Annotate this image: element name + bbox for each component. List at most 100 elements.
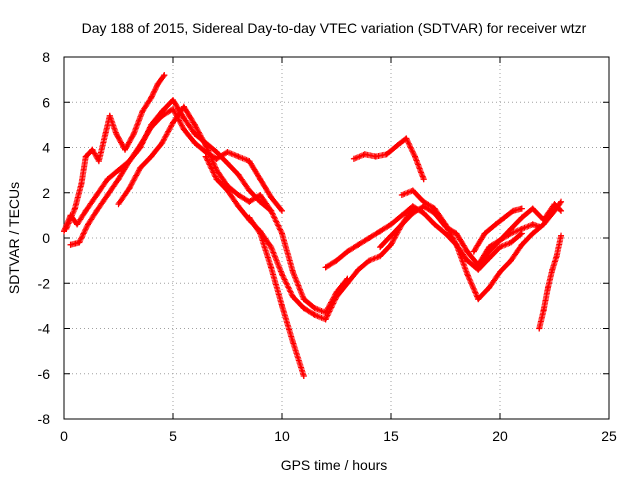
- data-point: [113, 130, 120, 137]
- data-point: [549, 266, 556, 273]
- data-point: [130, 130, 137, 137]
- data-point: [536, 223, 543, 230]
- data-point: [115, 167, 122, 174]
- y-tick-label: -8: [38, 411, 51, 427]
- data-point: [257, 176, 264, 183]
- x-tick-label: 5: [169, 428, 177, 444]
- series-track-5: [202, 153, 416, 323]
- data-point: [115, 201, 122, 208]
- data-point: [536, 325, 543, 332]
- data-point: [213, 176, 220, 183]
- chart-title: Day 188 of 2015, Sidereal Day-to-day VTE…: [82, 20, 587, 36]
- data-point: [126, 185, 133, 192]
- data-point: [279, 302, 285, 309]
- data-point: [409, 187, 416, 194]
- data-point: [361, 151, 368, 158]
- data-point: [246, 158, 253, 165]
- data-point: [344, 280, 351, 287]
- data-point: [84, 221, 91, 228]
- data-point: [300, 296, 307, 303]
- data-point: [191, 121, 198, 128]
- y-tick-label: -2: [38, 275, 51, 291]
- data-point: [544, 284, 551, 291]
- data-point: [558, 232, 565, 239]
- data-point: [394, 142, 401, 149]
- data-point: [115, 176, 122, 183]
- data-point: [311, 311, 318, 318]
- data-point: [355, 241, 362, 248]
- data-point: [106, 112, 113, 119]
- series-track-12: [475, 221, 543, 269]
- data-point: [235, 192, 242, 199]
- data-point: [213, 149, 220, 156]
- data-point: [224, 187, 231, 194]
- series-track-11: [470, 205, 525, 255]
- data-point: [300, 305, 307, 312]
- data-point: [102, 130, 109, 137]
- y-tick-label: -6: [38, 366, 51, 382]
- data-point: [529, 205, 536, 212]
- y-axis-title: SDTVAR / TECUs: [6, 182, 22, 294]
- data-point: [137, 142, 144, 149]
- data-point: [442, 223, 449, 230]
- series-track-6: [246, 214, 307, 380]
- x-axis-title: GPS time / hours: [281, 457, 388, 473]
- data-point: [486, 255, 493, 262]
- data-point: [350, 155, 357, 162]
- data-point: [377, 228, 384, 235]
- y-tick-label: 4: [42, 140, 50, 156]
- data-point: [191, 139, 198, 146]
- data-point: [333, 257, 340, 264]
- data-point: [76, 239, 83, 246]
- data-point: [507, 239, 514, 246]
- data-point: [104, 176, 111, 183]
- data-point: [388, 232, 394, 239]
- axis-ticks: 0 5 10 15 20 25 -8 -6 -4 -2 0 2 4 6 8: [38, 49, 617, 444]
- data-point: [453, 241, 460, 248]
- data-point: [95, 158, 102, 165]
- data-point: [257, 192, 264, 199]
- data-point: [170, 106, 176, 113]
- data-point: [122, 146, 129, 153]
- data-point: [137, 164, 144, 171]
- data-point: [148, 94, 155, 101]
- data-point: [398, 221, 405, 228]
- y-tick-label: 0: [42, 230, 50, 246]
- data-point: [507, 257, 514, 264]
- series-track-10: [377, 201, 565, 269]
- data-point: [475, 262, 482, 269]
- data-point: [431, 210, 438, 217]
- data-point: [518, 205, 525, 212]
- data-point: [78, 180, 85, 187]
- data-point: [398, 192, 405, 199]
- data-point: [322, 264, 329, 271]
- data-point: [257, 230, 264, 237]
- data-point: [553, 253, 560, 260]
- data-point: [148, 153, 155, 160]
- x-tick-label: 10: [274, 428, 290, 444]
- data-point: [497, 237, 503, 244]
- data-point: [475, 296, 482, 303]
- data-point: [464, 271, 471, 278]
- data-point: [420, 203, 427, 210]
- data-point: [398, 212, 405, 219]
- data-point: [481, 230, 488, 237]
- data-point: [411, 153, 418, 160]
- series-track-8: [350, 135, 427, 183]
- data-point: [501, 214, 508, 221]
- data-point: [268, 264, 275, 271]
- data-point: [558, 207, 565, 214]
- data-point: [551, 201, 558, 208]
- data-point: [202, 142, 209, 149]
- x-tick-label: 15: [383, 428, 399, 444]
- data-point: [289, 339, 296, 346]
- data-point: [486, 244, 493, 251]
- data-point: [464, 257, 471, 264]
- data-point: [470, 248, 477, 255]
- data-point: [268, 207, 275, 214]
- data-point: [170, 96, 176, 103]
- data-point: [235, 171, 242, 178]
- data-point: [540, 307, 547, 314]
- data-point: [529, 221, 536, 228]
